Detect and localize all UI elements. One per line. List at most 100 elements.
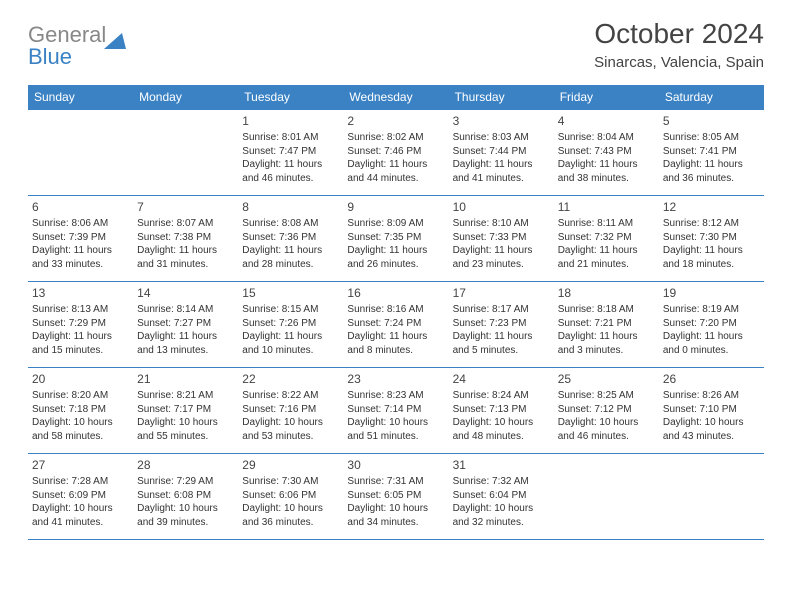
sunset-text: Sunset: 6:09 PM: [32, 489, 129, 503]
sunrise-text: Sunrise: 8:05 AM: [663, 131, 760, 145]
sunset-text: Sunset: 7:29 PM: [32, 317, 129, 331]
calendar-cell: 9Sunrise: 8:09 AMSunset: 7:35 PMDaylight…: [343, 196, 448, 282]
daylight-text: Daylight: 11 hours and 5 minutes.: [453, 330, 550, 357]
sunrise-text: Sunrise: 8:04 AM: [558, 131, 655, 145]
month-title: October 2024: [594, 18, 764, 50]
day-info: Sunrise: 8:12 AMSunset: 7:30 PMDaylight:…: [663, 217, 760, 271]
sunset-text: Sunset: 7:43 PM: [558, 145, 655, 159]
day-info: Sunrise: 8:21 AMSunset: 7:17 PMDaylight:…: [137, 389, 234, 443]
calendar-cell: [554, 454, 659, 540]
sunrise-text: Sunrise: 8:07 AM: [137, 217, 234, 231]
sunset-text: Sunset: 7:41 PM: [663, 145, 760, 159]
weekday-header: Wednesday: [343, 85, 448, 110]
day-number: 4: [558, 113, 655, 129]
logo-word-1: General: [28, 24, 106, 46]
calendar-cell: 11Sunrise: 8:11 AMSunset: 7:32 PMDayligh…: [554, 196, 659, 282]
calendar-cell: 7Sunrise: 8:07 AMSunset: 7:38 PMDaylight…: [133, 196, 238, 282]
calendar-row: 27Sunrise: 7:28 AMSunset: 6:09 PMDayligh…: [28, 454, 764, 540]
calendar-cell: 17 Sunrise: 8:17 AMSunset: 7:23 PMDayligh…: [449, 282, 554, 368]
weekday-header-row: Sunday Monday Tuesday Wednesday Thursday…: [28, 85, 764, 110]
sunrise-text: Sunrise: 8:08 AM: [242, 217, 339, 231]
day-info: Sunrise: 8:25 AMSunset: 7:12 PMDaylight:…: [558, 389, 655, 443]
day-number: 9: [347, 199, 444, 215]
day-info: Sunrise: 8:05 AMSunset: 7:41 PMDaylight:…: [663, 131, 760, 185]
sunrise-text: Sunrise: 8:17 AM: [453, 303, 550, 317]
calendar-row: 1 Sunrise: 8:01 AMSunset: 7:47 PMDaylight…: [28, 110, 764, 196]
daylight-text: Daylight: 11 hours and 21 minutes.: [558, 244, 655, 271]
calendar-cell: 18Sunrise: 8:18 AMSunset: 7:21 PMDayligh…: [554, 282, 659, 368]
day-info: Sunrise: 8:23 AMSunset: 7:14 PMDaylight:…: [347, 389, 444, 443]
day-info: Sunrise: 8:15 AMSunset: 7:26 PMDaylight:…: [242, 303, 339, 357]
day-number: 16: [347, 285, 444, 301]
sunrise-text: Sunrise: 8:19 AM: [663, 303, 760, 317]
daylight-text: Daylight: 10 hours and 46 minutes.: [558, 416, 655, 443]
sunset-text: Sunset: 6:05 PM: [347, 489, 444, 503]
sunset-text: Sunset: 7:36 PM: [242, 231, 339, 245]
daylight-text: Daylight: 11 hours and 23 minutes.: [453, 244, 550, 271]
sunrise-text: Sunrise: 7:29 AM: [137, 475, 234, 489]
day-info: Sunrise: 8:17 AMSunset: 7:23 PMDaylight:…: [453, 303, 550, 357]
daylight-text: Daylight: 10 hours and 58 minutes.: [32, 416, 129, 443]
calendar-cell: 6Sunrise: 8:06 AMSunset: 7:39 PMDaylight…: [28, 196, 133, 282]
day-number: 2: [347, 113, 444, 129]
day-info: Sunrise: 8:02 AMSunset: 7:46 PMDaylight:…: [347, 131, 444, 185]
day-number: 8: [242, 199, 339, 215]
weekday-header: Saturday: [659, 85, 764, 110]
sunset-text: Sunset: 7:12 PM: [558, 403, 655, 417]
day-info: Sunrise: 8:01 AMSunset: 7:47 PMDaylight:…: [242, 131, 339, 185]
day-info: Sunrise: 7:32 AMSunset: 6:04 PMDaylight:…: [453, 475, 550, 529]
sunrise-text: Sunrise: 8:10 AM: [453, 217, 550, 231]
weekday-header: Friday: [554, 85, 659, 110]
day-info: Sunrise: 8:06 AMSunset: 7:39 PMDaylight:…: [32, 217, 129, 271]
calendar-cell: 31 Sunrise: 7:32 AMSunset: 6:04 PMDayligh…: [449, 454, 554, 540]
daylight-text: Daylight: 11 hours and 31 minutes.: [137, 244, 234, 271]
day-number: 20: [32, 371, 129, 387]
sunrise-text: Sunrise: 8:18 AM: [558, 303, 655, 317]
sunset-text: Sunset: 6:04 PM: [453, 489, 550, 503]
sunrise-text: Sunrise: 8:02 AM: [347, 131, 444, 145]
day-number: 19: [663, 285, 760, 301]
day-number: 29: [242, 457, 339, 473]
day-info: Sunrise: 8:03 AMSunset: 7:44 PMDaylight:…: [453, 131, 550, 185]
day-number: 14: [137, 285, 234, 301]
day-number: 28: [137, 457, 234, 473]
calendar-cell: 21Sunrise: 8:21 AMSunset: 7:17 PMDayligh…: [133, 368, 238, 454]
day-number: 23: [347, 371, 444, 387]
calendar-cell: [659, 454, 764, 540]
calendar-cell: 5Sunrise: 8:05 AMSunset: 7:41 PMDaylight…: [659, 110, 764, 196]
sunrise-text: Sunrise: 8:25 AM: [558, 389, 655, 403]
calendar-cell: 30Sunrise: 7:31 AMSunset: 6:05 PMDayligh…: [343, 454, 448, 540]
sunset-text: Sunset: 6:08 PM: [137, 489, 234, 503]
daylight-text: Daylight: 11 hours and 41 minutes.: [453, 158, 550, 185]
daylight-text: Daylight: 11 hours and 33 minutes.: [32, 244, 129, 271]
day-number: 17: [453, 285, 550, 301]
daylight-text: Daylight: 10 hours and 43 minutes.: [663, 416, 760, 443]
day-info: Sunrise: 8:24 AMSunset: 7:13 PMDaylight:…: [453, 389, 550, 443]
sunrise-text: Sunrise: 8:20 AM: [32, 389, 129, 403]
day-info: Sunrise: 8:14 AMSunset: 7:27 PMDaylight:…: [137, 303, 234, 357]
sunrise-text: Sunrise: 7:28 AM: [32, 475, 129, 489]
sunrise-text: Sunrise: 7:31 AM: [347, 475, 444, 489]
sunrise-text: Sunrise: 7:30 AM: [242, 475, 339, 489]
calendar-cell: 28Sunrise: 7:29 AMSunset: 6:08 PMDayligh…: [133, 454, 238, 540]
sunset-text: Sunset: 7:47 PM: [242, 145, 339, 159]
logo-word-2: Blue: [28, 46, 72, 68]
sunrise-text: Sunrise: 8:16 AM: [347, 303, 444, 317]
day-info: Sunrise: 8:16 AMSunset: 7:24 PMDaylight:…: [347, 303, 444, 357]
header: General Blue October 2024 Sinarcas, Vale…: [28, 18, 764, 71]
weekday-header: Thursday: [449, 85, 554, 110]
day-number: 7: [137, 199, 234, 215]
day-number: 3: [453, 113, 550, 129]
daylight-text: Daylight: 10 hours and 34 minutes.: [347, 502, 444, 529]
day-number: 26: [663, 371, 760, 387]
day-number: 31: [453, 457, 550, 473]
day-info: Sunrise: 8:20 AMSunset: 7:18 PMDaylight:…: [32, 389, 129, 443]
day-number: 22: [242, 371, 339, 387]
sunrise-text: Sunrise: 8:09 AM: [347, 217, 444, 231]
daylight-text: Daylight: 10 hours and 48 minutes.: [453, 416, 550, 443]
sunrise-text: Sunrise: 8:23 AM: [347, 389, 444, 403]
day-number: 1: [242, 113, 339, 129]
calendar-cell: 12Sunrise: 8:12 AMSunset: 7:30 PMDayligh…: [659, 196, 764, 282]
calendar-cell: 23 Sunrise: 8:23 AMSunset: 7:14 PMDayligh…: [343, 368, 448, 454]
calendar-cell: 3 Sunrise: 8:03 AMSunset: 7:44 PMDaylight…: [449, 110, 554, 196]
